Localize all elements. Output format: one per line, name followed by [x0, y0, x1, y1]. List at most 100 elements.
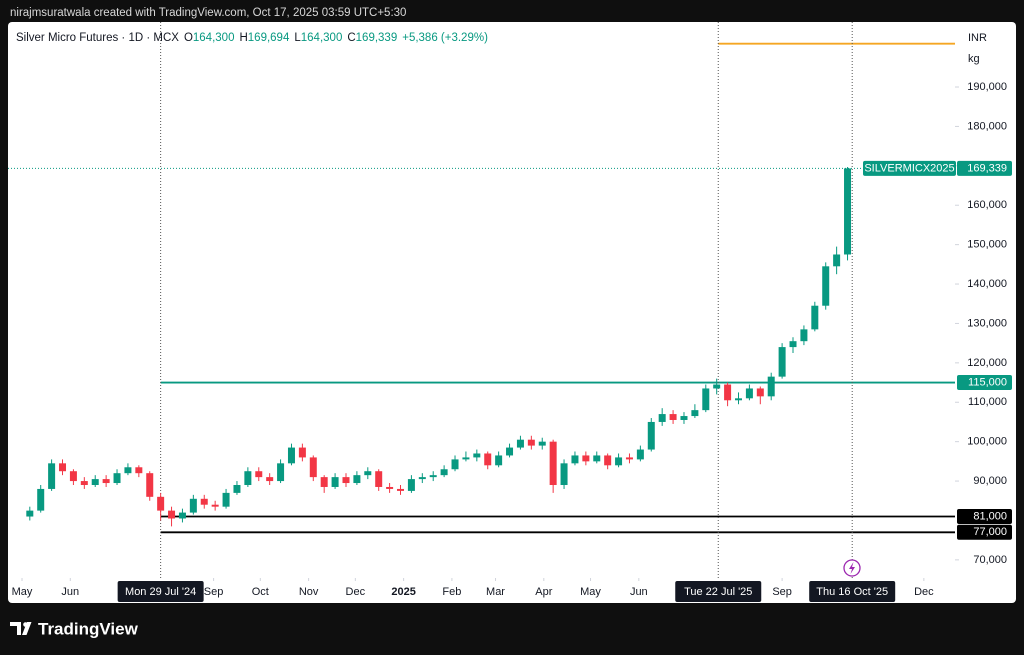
candle-body: [658, 414, 666, 422]
candle-body: [48, 463, 56, 489]
candle-body: [669, 414, 677, 420]
unit: kg: [968, 53, 980, 65]
price-label: 115,000: [968, 376, 1007, 388]
candle-body: [309, 457, 317, 478]
candle-body: [767, 376, 775, 397]
candle-body: [168, 510, 176, 519]
candle-body: [407, 479, 415, 491]
x-tick-label: Dec: [346, 586, 366, 598]
candle-body: [691, 410, 699, 417]
legend-value: 164,300: [301, 32, 343, 44]
candle-body: [266, 477, 274, 482]
event-icon[interactable]: [843, 559, 861, 577]
symbol-label: SILVERMICX2025: [864, 162, 954, 174]
candle-body: [582, 455, 590, 462]
candle-body: [844, 168, 852, 255]
y-tick-label: 190,000: [967, 81, 1007, 93]
candle-body: [178, 512, 186, 519]
candle-body: [211, 504, 219, 507]
candle-body: [571, 455, 579, 464]
y-tick-label: 120,000: [967, 357, 1007, 369]
candle-body: [157, 496, 165, 511]
x-tick-label: Nov: [299, 586, 319, 598]
legend-value: 169,694: [248, 32, 290, 44]
currency: INR: [968, 32, 987, 44]
brand: TradingView: [10, 619, 139, 638]
x-tick-label: Dec: [914, 586, 934, 598]
candle-body: [287, 447, 295, 464]
candle-body: [495, 455, 503, 466]
page-header: nirajmsuratwala created with TradingView…: [10, 7, 406, 19]
y-tick-label: 140,000: [967, 278, 1007, 290]
candle-body: [342, 477, 350, 484]
y-tick-label: 70,000: [973, 554, 1007, 566]
x-tick-label: Jun: [61, 586, 79, 598]
candle-body: [353, 475, 361, 484]
candle-body: [516, 439, 524, 448]
candle-body: [331, 477, 339, 487]
candle-body: [80, 481, 88, 486]
legend-change: +5,386 (+3.29%): [402, 32, 488, 44]
candles-layer: [26, 167, 852, 527]
candle-body: [386, 486, 394, 489]
candle-body: [200, 498, 208, 505]
candle-body: [625, 457, 633, 460]
candle-body: [462, 457, 470, 460]
x-tick-label: Apr: [535, 586, 552, 598]
legend: Silver Micro Futures · 1D · MCX O164,300 H…: [16, 32, 488, 44]
x-tick-label: Feb: [442, 586, 461, 598]
candle-body: [189, 498, 197, 513]
candle-body: [102, 479, 110, 484]
x-tick-label: Mar: [486, 586, 505, 598]
crosshair-label: Mon 29 Jul '24: [125, 586, 196, 598]
candle-body: [604, 455, 612, 466]
candle-body: [233, 485, 241, 493]
y-tick-label: 90,000: [973, 475, 1007, 487]
x-tick-label: Sep: [204, 586, 224, 598]
legend-title: Silver Micro Futures · 1D · MCX: [16, 32, 179, 44]
candle-body: [26, 510, 34, 517]
candle-body: [702, 388, 710, 411]
candle-body: [593, 455, 601, 462]
candle-body: [113, 473, 121, 484]
crosshair-label-box: [117, 581, 204, 602]
legend-key: O: [184, 32, 193, 44]
x-tick-label: May: [580, 586, 601, 598]
candle-body: [778, 347, 786, 377]
last-price-box: [957, 160, 1012, 176]
brand-name: TradingView: [38, 619, 139, 638]
price-label-box: [957, 524, 1012, 540]
last-price-label: 169,339: [967, 162, 1007, 174]
x-tick-label: May: [12, 586, 33, 598]
chart-panel: [8, 22, 1016, 603]
candle-body: [418, 477, 426, 480]
x-tick-label: Oct: [252, 586, 269, 598]
candle-body: [69, 471, 77, 482]
candle-body: [135, 467, 143, 474]
candle-body: [320, 477, 328, 487]
candle-body: [222, 492, 230, 507]
candle-body: [429, 475, 437, 478]
candle-body: [560, 463, 568, 486]
candle-body: [811, 305, 819, 330]
candle-body: [298, 447, 306, 458]
y-tick-label: 150,000: [967, 239, 1007, 251]
legend-key: L: [294, 32, 301, 44]
candle-body: [549, 441, 557, 486]
crosshair-label: Thu 16 Oct '25: [816, 586, 888, 598]
y-tick-label: 100,000: [967, 436, 1007, 448]
candle-body: [713, 384, 721, 389]
candle-body: [375, 471, 383, 487]
candle-body: [647, 421, 655, 450]
candle-body: [440, 469, 448, 476]
price-label-box: [957, 509, 1012, 525]
y-tick-label: 160,000: [967, 199, 1007, 211]
symbol-label-box: [863, 160, 956, 176]
candle-body: [146, 473, 154, 497]
candle-body: [473, 453, 481, 458]
candle-body: [615, 457, 623, 466]
brand-logo-dot: [23, 622, 28, 627]
labels-layer: 70,000 90,000 100,000 110,000 120,000 130,000…: [12, 81, 1012, 602]
crosshair-label: Tue 22 Jul '25: [684, 586, 752, 598]
candle-body: [636, 449, 644, 460]
